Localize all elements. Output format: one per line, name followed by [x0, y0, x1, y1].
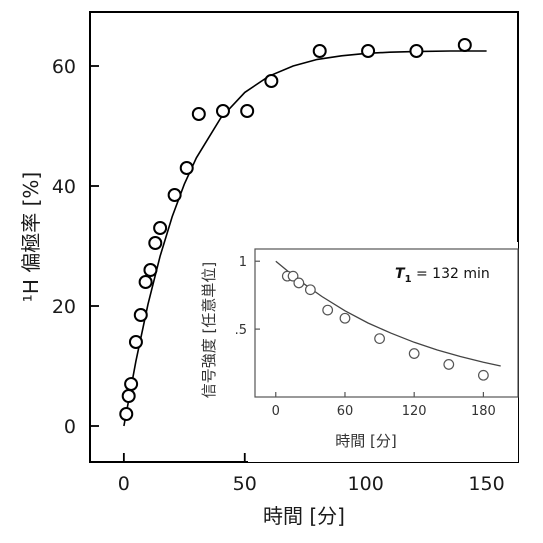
- main-data-point: [215, 104, 230, 118]
- main-data-point: [121, 389, 136, 403]
- inset-plot-frame: [254, 248, 519, 398]
- main-ticks: 0 50 100 150 0 20 40 60: [52, 56, 505, 495]
- inset-x-tick-label: 0: [272, 404, 280, 419]
- main-data-point: [138, 275, 153, 289]
- main-x-tick-label: 100: [348, 473, 384, 495]
- main-data-point: [240, 104, 255, 118]
- main-y-tick-label: 40: [52, 176, 76, 198]
- main-data-point: [457, 38, 472, 52]
- inset-data-points: [281, 270, 489, 381]
- main-data-point: [191, 107, 206, 121]
- main-y-tick-label: 0: [64, 416, 76, 438]
- main-x-tick-label: 0: [118, 473, 130, 495]
- main-fit-curve: [123, 50, 487, 427]
- t1-value: = 132 min: [412, 266, 490, 282]
- inset-x-tick-label: 180: [471, 404, 496, 419]
- inset-data-point: [374, 333, 385, 345]
- main-y-axis-label: ¹H 偏極率 [%]: [19, 172, 43, 302]
- inset-data-point: [304, 284, 316, 296]
- inset-x-tick-label: 120: [402, 404, 427, 419]
- t1-subscript: 1: [405, 274, 412, 285]
- main-data-point: [143, 263, 158, 277]
- inset-data-point: [443, 359, 455, 370]
- inset-data-point: [339, 312, 351, 324]
- inset-chart: 0 60 120 180.51 T1 = 132 min 時間 [分] 信号強度 [任…: [200, 242, 519, 462]
- inset-ticks: 0 60 120 180 .5 1: [235, 255, 496, 419]
- main-x-axis-label: 時間 [分]: [263, 504, 345, 528]
- main-data-point: [167, 188, 182, 202]
- inset-data-point: [322, 304, 334, 316]
- main-data-point: [312, 44, 327, 58]
- main-data-point: [409, 44, 424, 58]
- inset-data-point: [293, 277, 305, 289]
- main-data-point: [128, 335, 143, 349]
- inset-y-tick-label: 1: [239, 255, 247, 270]
- main-y-tick-label: 60: [52, 56, 76, 78]
- main-data-point: [148, 236, 163, 250]
- t1-symbol: T: [395, 266, 406, 282]
- main-x-tick-label: 150: [468, 473, 504, 495]
- main-chart: 0 50 100 150 0 20 40 60 時間 [分] ¹H 偏極率 [%]: [19, 11, 519, 528]
- inset-t1-annotation: T1 = 132 min: [395, 266, 490, 285]
- inset-x-tick-label: 60: [337, 404, 354, 419]
- inset-data-point: [287, 270, 299, 282]
- inset-x-axis-label: 時間 [分]: [335, 432, 396, 450]
- inset-data-point: [477, 369, 489, 381]
- main-x-tick-label: 50: [233, 473, 257, 495]
- main-data-points: [119, 38, 472, 421]
- main-data-point: [361, 44, 376, 58]
- main-data-point: [153, 221, 168, 235]
- inset-y-axis-label: 信号強度 [任意単位]: [200, 262, 218, 398]
- main-data-point: [124, 377, 139, 391]
- main-data-point: [179, 161, 194, 175]
- main-data-point: [119, 407, 134, 421]
- main-y-tick-label: 20: [52, 296, 76, 318]
- inset-data-point: [408, 348, 420, 359]
- main-data-point: [264, 74, 279, 88]
- inset-y-tick-label: .5: [235, 323, 247, 338]
- main-data-point: [133, 308, 148, 322]
